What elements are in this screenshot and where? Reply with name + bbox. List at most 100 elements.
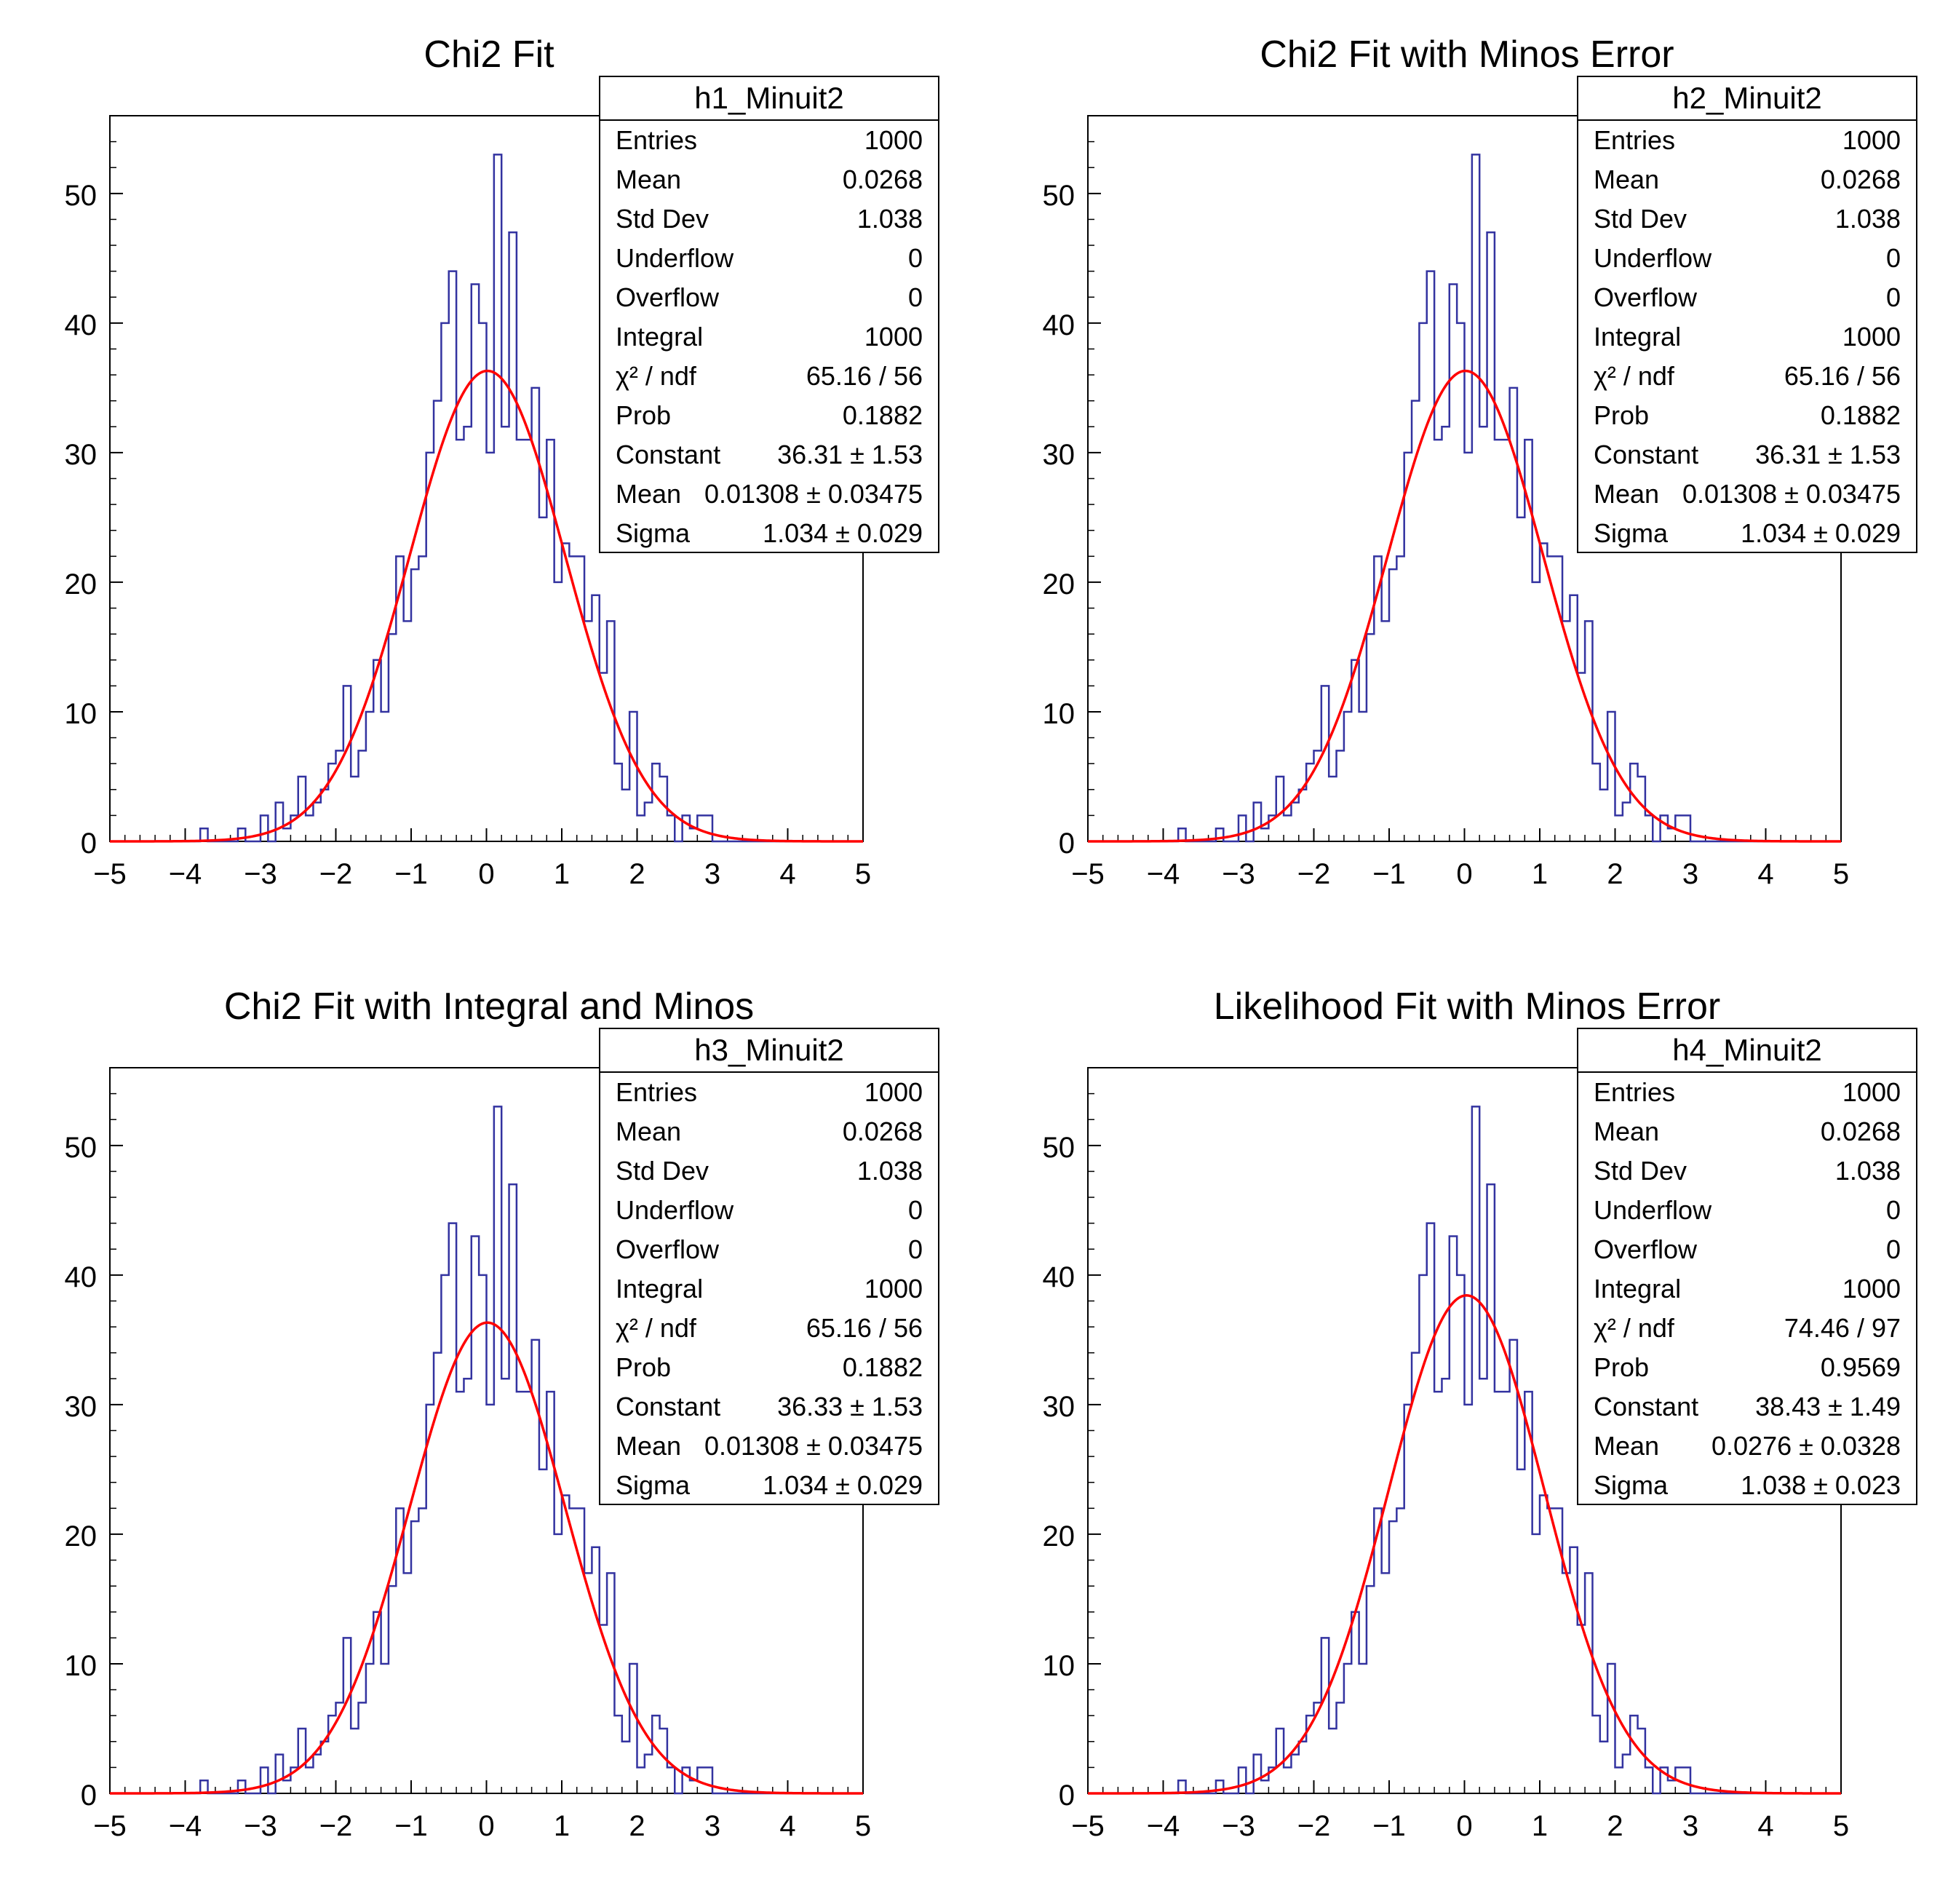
svg-text:5: 5	[1833, 858, 1849, 890]
svg-text:1.034 ± 0.029: 1.034 ± 0.029	[763, 518, 923, 548]
svg-text:χ² / ndf: χ² / ndf	[1594, 361, 1675, 391]
svg-text:0: 0	[478, 1810, 494, 1842]
svg-text:−2: −2	[319, 1810, 353, 1842]
svg-text:36.31 ± 1.53: 36.31 ± 1.53	[777, 440, 923, 469]
svg-text:10: 10	[65, 698, 98, 730]
svg-text:1.038: 1.038	[857, 204, 923, 234]
svg-text:Mean: Mean	[616, 1431, 681, 1461]
svg-text:40: 40	[65, 1261, 98, 1293]
svg-text:40: 40	[1043, 1261, 1076, 1293]
svg-text:1.038: 1.038	[1835, 204, 1901, 234]
svg-text:−5: −5	[1071, 1810, 1105, 1842]
svg-text:Std Dev: Std Dev	[1594, 1156, 1687, 1186]
svg-text:Integral: Integral	[1594, 322, 1681, 352]
svg-text:−3: −3	[1222, 1810, 1255, 1842]
svg-text:0: 0	[908, 243, 923, 273]
svg-text:4: 4	[1757, 1810, 1773, 1842]
svg-text:0.1882: 0.1882	[1821, 400, 1901, 430]
svg-text:36.31 ± 1.53: 36.31 ± 1.53	[1755, 440, 1901, 469]
svg-text:4: 4	[779, 858, 795, 890]
svg-text:Sigma: Sigma	[616, 518, 691, 548]
svg-text:h3_Minuit2: h3_Minuit2	[694, 1033, 843, 1067]
svg-text:2: 2	[1607, 858, 1623, 890]
svg-text:0.01308 ± 0.03475: 0.01308 ± 0.03475	[704, 479, 923, 509]
svg-text:Chi2 Fit with Integral and Min: Chi2 Fit with Integral and Minos	[224, 985, 754, 1028]
svg-text:1: 1	[1532, 1810, 1548, 1842]
svg-text:50: 50	[65, 1132, 98, 1164]
svg-text:Mean: Mean	[1594, 1431, 1659, 1461]
svg-text:−4: −4	[1147, 858, 1180, 890]
svg-text:10: 10	[65, 1650, 98, 1682]
svg-text:0.01308 ± 0.03475: 0.01308 ± 0.03475	[704, 1431, 923, 1461]
svg-text:−3: −3	[1222, 858, 1255, 890]
svg-text:36.33 ± 1.53: 36.33 ± 1.53	[777, 1392, 923, 1421]
svg-text:Sigma: Sigma	[1594, 518, 1669, 548]
svg-text:Chi2 Fit: Chi2 Fit	[424, 33, 554, 76]
svg-text:1.034 ± 0.029: 1.034 ± 0.029	[763, 1470, 923, 1500]
svg-text:20: 20	[1043, 1520, 1076, 1552]
svg-text:Mean: Mean	[1594, 1116, 1659, 1146]
svg-text:1000: 1000	[864, 1274, 923, 1304]
svg-text:1000: 1000	[1842, 1274, 1901, 1304]
svg-text:−2: −2	[1297, 858, 1331, 890]
svg-text:−3: −3	[244, 1810, 277, 1842]
svg-text:Underflow: Underflow	[1594, 243, 1712, 273]
svg-text:4: 4	[1757, 858, 1773, 890]
svg-text:0: 0	[1456, 858, 1472, 890]
svg-text:0: 0	[81, 828, 97, 860]
svg-text:50: 50	[1043, 1132, 1076, 1164]
svg-text:1000: 1000	[864, 125, 923, 155]
svg-text:−3: −3	[244, 858, 277, 890]
svg-text:0: 0	[908, 1195, 923, 1225]
svg-text:50: 50	[65, 180, 98, 212]
svg-text:1000: 1000	[1842, 322, 1901, 352]
svg-text:10: 10	[1043, 698, 1076, 730]
svg-text:Integral: Integral	[1594, 1274, 1681, 1304]
svg-text:−2: −2	[319, 858, 353, 890]
svg-text:0.0268: 0.0268	[1821, 1116, 1901, 1146]
svg-text:65.16 / 56: 65.16 / 56	[1784, 361, 1901, 391]
svg-text:38.43 ± 1.49: 38.43 ± 1.49	[1755, 1392, 1901, 1421]
svg-text:χ² / ndf: χ² / ndf	[1594, 1313, 1675, 1343]
svg-text:74.46 / 97: 74.46 / 97	[1784, 1313, 1901, 1343]
svg-text:Mean: Mean	[616, 164, 681, 194]
svg-text:−2: −2	[1297, 1810, 1331, 1842]
svg-text:Chi2 Fit with Minos Error: Chi2 Fit with Minos Error	[1260, 33, 1674, 76]
svg-text:Underflow: Underflow	[1594, 1195, 1712, 1225]
svg-text:Std Dev: Std Dev	[616, 1156, 709, 1186]
svg-text:30: 30	[65, 1391, 98, 1423]
svg-text:5: 5	[855, 1810, 871, 1842]
svg-text:h2_Minuit2: h2_Minuit2	[1672, 81, 1821, 115]
svg-text:Constant: Constant	[616, 1392, 720, 1421]
svg-text:0.0276 ± 0.0328: 0.0276 ± 0.0328	[1712, 1431, 1901, 1461]
svg-text:Mean: Mean	[1594, 479, 1659, 509]
svg-text:0.1882: 0.1882	[843, 400, 923, 430]
svg-text:0.01308 ± 0.03475: 0.01308 ± 0.03475	[1682, 479, 1901, 509]
svg-text:1000: 1000	[864, 1077, 923, 1107]
svg-text:Sigma: Sigma	[616, 1470, 691, 1500]
svg-text:Overflow: Overflow	[1594, 282, 1698, 312]
svg-text:Integral: Integral	[616, 1274, 703, 1304]
svg-text:Mean: Mean	[1594, 164, 1659, 194]
svg-text:−5: −5	[1071, 858, 1105, 890]
svg-text:30: 30	[65, 439, 98, 471]
svg-text:5: 5	[855, 858, 871, 890]
svg-text:0: 0	[478, 858, 494, 890]
svg-text:Entries: Entries	[1594, 1077, 1675, 1107]
svg-text:−1: −1	[1372, 1810, 1406, 1842]
svg-text:−4: −4	[169, 858, 202, 890]
svg-text:Mean: Mean	[616, 1116, 681, 1146]
svg-text:0: 0	[1456, 1810, 1472, 1842]
svg-text:40: 40	[1043, 309, 1076, 341]
svg-text:Constant: Constant	[1594, 440, 1698, 469]
svg-text:5: 5	[1833, 1810, 1849, 1842]
svg-text:65.16 / 56: 65.16 / 56	[806, 1313, 923, 1343]
svg-text:h1_Minuit2: h1_Minuit2	[694, 81, 843, 115]
svg-text:4: 4	[779, 1810, 795, 1842]
svg-text:3: 3	[704, 1810, 720, 1842]
svg-text:1: 1	[1532, 858, 1548, 890]
svg-text:0: 0	[1886, 1234, 1901, 1264]
svg-text:65.16 / 56: 65.16 / 56	[806, 361, 923, 391]
svg-text:−4: −4	[169, 1810, 202, 1842]
svg-text:Overflow: Overflow	[616, 282, 720, 312]
